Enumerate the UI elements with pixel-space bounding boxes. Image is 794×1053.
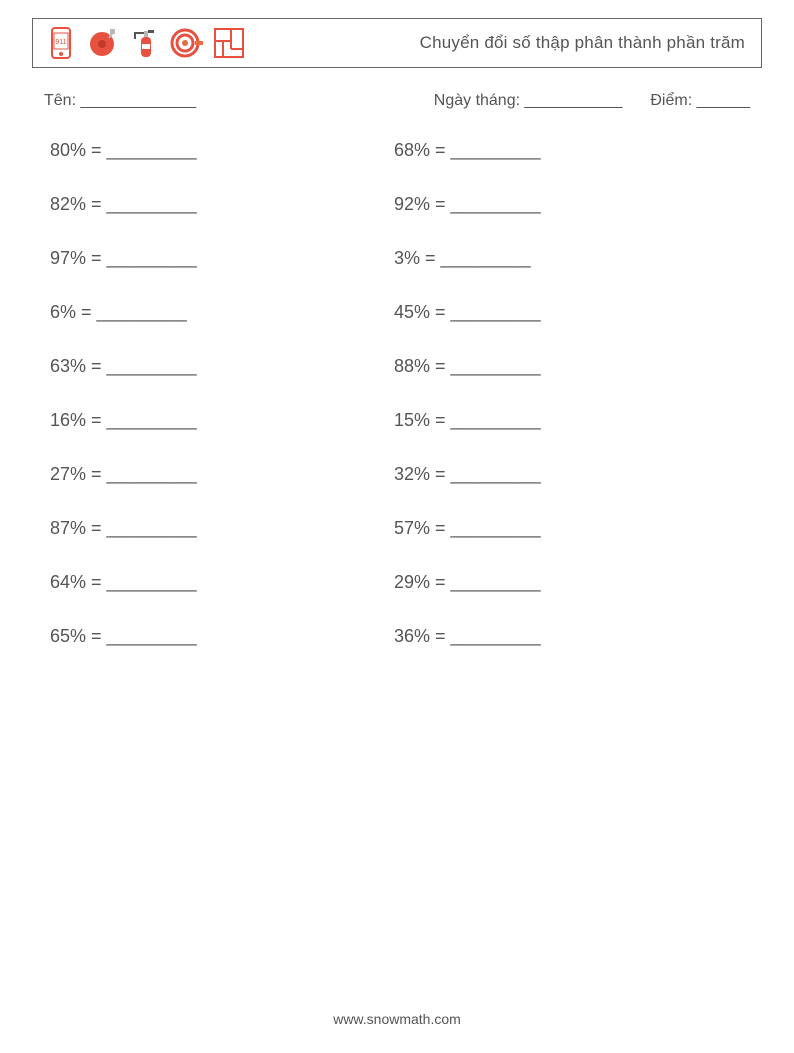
problem-value: 88% (394, 356, 430, 376)
problem-value: 6% (50, 302, 76, 322)
phone-911-icon: 911 (43, 25, 79, 61)
svg-text:911: 911 (55, 39, 66, 46)
fire-alarm-icon (85, 25, 121, 61)
problem-item: 45% = _________ (394, 302, 738, 323)
fire-hose-icon (169, 25, 205, 61)
score-field: Điểm: ______ (650, 92, 750, 110)
problem-blank: = _________ (430, 356, 541, 376)
problem-blank: = _________ (420, 248, 531, 268)
problem-item: 57% = _________ (394, 518, 738, 539)
problem-value: 57% (394, 518, 430, 538)
footer-url: www.snowmath.com (0, 1011, 794, 1027)
score-label: Điểm: (650, 92, 692, 109)
problem-value: 92% (394, 194, 430, 214)
problem-blank: = _________ (430, 572, 541, 592)
problem-blank: = _________ (430, 302, 541, 322)
problem-blank: = _________ (86, 518, 197, 538)
problem-blank: = _________ (86, 356, 197, 376)
problems-grid: 80% = _________ 68% = _________ 82% = __… (50, 140, 738, 647)
problem-item: 68% = _________ (394, 140, 738, 161)
problem-item: 3% = _________ (394, 248, 738, 269)
worksheet-title: Chuyển đổi số thập phân thành phần trăm (420, 33, 751, 53)
problem-value: 45% (394, 302, 430, 322)
problem-blank: = _________ (86, 572, 197, 592)
name-field: Tên: _____________ (44, 92, 196, 110)
problem-blank: = _________ (86, 626, 197, 646)
problem-item: 82% = _________ (50, 194, 394, 215)
problem-item: 92% = _________ (394, 194, 738, 215)
problem-value: 68% (394, 140, 430, 160)
problem-value: 82% (50, 194, 86, 214)
problem-blank: = _________ (430, 410, 541, 430)
problem-item: 80% = _________ (50, 140, 394, 161)
problem-blank: = _________ (430, 518, 541, 538)
problem-blank: = _________ (430, 194, 541, 214)
date-line: ___________ (520, 92, 622, 109)
floor-plan-icon (211, 25, 247, 61)
problem-blank: = _________ (86, 140, 197, 160)
problem-value: 63% (50, 356, 86, 376)
problem-value: 27% (50, 464, 86, 484)
problem-item: 97% = _________ (50, 248, 394, 269)
meta-row: Tên: _____________ Ngày tháng: _________… (44, 92, 750, 110)
problem-item: 87% = _________ (50, 518, 394, 539)
problem-blank: = _________ (86, 194, 197, 214)
problem-value: 32% (394, 464, 430, 484)
header-icons: 911 (43, 25, 247, 61)
problem-blank: = _________ (430, 140, 541, 160)
problem-blank: = _________ (86, 410, 197, 430)
problem-item: 63% = _________ (50, 356, 394, 377)
problem-item: 65% = _________ (50, 626, 394, 647)
header-box: 911 (32, 18, 762, 68)
problem-value: 97% (50, 248, 86, 268)
score-line: ______ (692, 92, 750, 109)
problem-item: 88% = _________ (394, 356, 738, 377)
problem-value: 87% (50, 518, 86, 538)
name-line: _____________ (76, 92, 196, 109)
name-label: Tên: (44, 92, 76, 109)
problem-item: 32% = _________ (394, 464, 738, 485)
problem-blank: = _________ (86, 464, 197, 484)
problem-value: 29% (394, 572, 430, 592)
worksheet-page: 911 (0, 0, 794, 1053)
date-label: Ngày tháng: (434, 92, 520, 109)
problem-value: 80% (50, 140, 86, 160)
problem-value: 16% (50, 410, 86, 430)
problem-value: 65% (50, 626, 86, 646)
problem-blank: = _________ (76, 302, 187, 322)
problem-item: 29% = _________ (394, 572, 738, 593)
date-field: Ngày tháng: ___________ (434, 92, 623, 110)
problem-item: 27% = _________ (50, 464, 394, 485)
problem-item: 36% = _________ (394, 626, 738, 647)
problem-item: 15% = _________ (394, 410, 738, 431)
problem-blank: = _________ (430, 626, 541, 646)
meta-spacer (196, 92, 434, 110)
fire-extinguisher-icon (127, 25, 163, 61)
problem-blank: = _________ (86, 248, 197, 268)
problem-item: 6% = _________ (50, 302, 394, 323)
problem-blank: = _________ (430, 464, 541, 484)
problem-value: 64% (50, 572, 86, 592)
problem-value: 3% (394, 248, 420, 268)
problem-value: 15% (394, 410, 430, 430)
problem-item: 64% = _________ (50, 572, 394, 593)
problem-item: 16% = _________ (50, 410, 394, 431)
problem-value: 36% (394, 626, 430, 646)
